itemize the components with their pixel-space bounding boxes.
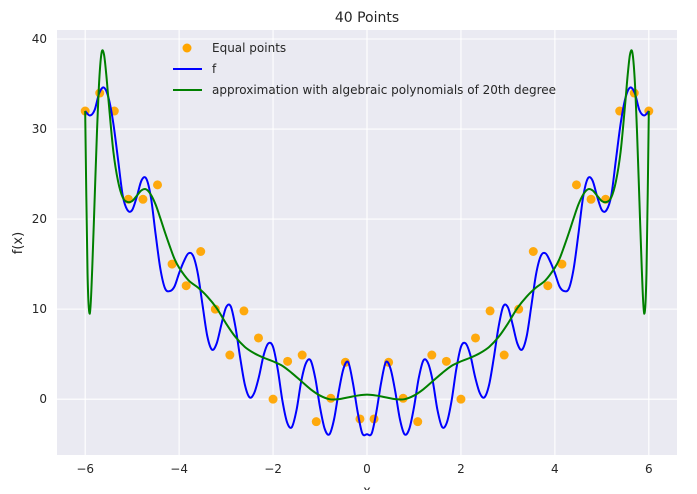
series-line-approximation <box>84 49 650 401</box>
data-point <box>499 350 509 360</box>
data-point <box>268 394 278 404</box>
data-point <box>254 333 263 343</box>
series-layer <box>80 49 654 437</box>
data-point <box>427 350 437 360</box>
x-tick-label: 0 <box>363 462 371 476</box>
y-tick-label: 30 <box>32 122 47 136</box>
chart-title: 40 Points <box>335 10 399 26</box>
legend: Equal points f approximation with algebr… <box>173 41 556 97</box>
legend-label-f: f <box>212 62 217 76</box>
data-point <box>167 259 177 269</box>
data-point <box>225 350 235 360</box>
data-point <box>557 259 567 269</box>
data-point <box>311 417 321 427</box>
data-point <box>413 417 423 427</box>
data-point <box>398 393 408 403</box>
y-tick-label: 40 <box>32 32 47 46</box>
data-point <box>571 180 581 190</box>
data-point <box>528 247 538 257</box>
x-tick-label: −4 <box>170 462 188 476</box>
data-point <box>543 281 553 291</box>
legend-marker-equal-points <box>182 43 192 53</box>
data-point <box>283 356 293 366</box>
data-point <box>514 304 524 314</box>
x-tick-label: 6 <box>645 462 653 476</box>
x-axis-label: x <box>363 484 371 490</box>
data-point <box>297 350 307 360</box>
data-point <box>485 306 495 316</box>
y-axis-label: f(x) <box>11 232 26 254</box>
data-point <box>138 194 148 204</box>
y-tick-label: 10 <box>32 302 47 316</box>
data-point <box>196 247 206 257</box>
data-point <box>471 333 480 343</box>
data-point <box>181 281 191 291</box>
legend-label-equal-points: Equal points <box>212 41 286 55</box>
legend-label-approximation: approximation with algebraic polynomials… <box>212 83 556 97</box>
x-tick-label: 4 <box>551 462 559 476</box>
data-point <box>326 393 336 403</box>
tick-labels: −6 −4 −2 0 2 4 6 0 10 20 30 40 <box>32 32 653 476</box>
data-point <box>153 180 163 190</box>
y-tick-label: 20 <box>32 212 47 226</box>
series-line-f <box>84 86 650 437</box>
x-tick-label: 2 <box>457 462 465 476</box>
x-tick-label: −2 <box>264 462 282 476</box>
data-point <box>441 356 451 366</box>
data-point <box>239 306 249 316</box>
data-point <box>456 394 466 404</box>
data-point <box>586 194 596 204</box>
x-tick-label: −6 <box>76 462 94 476</box>
y-tick-label: 0 <box>39 392 47 406</box>
data-point <box>210 304 220 314</box>
